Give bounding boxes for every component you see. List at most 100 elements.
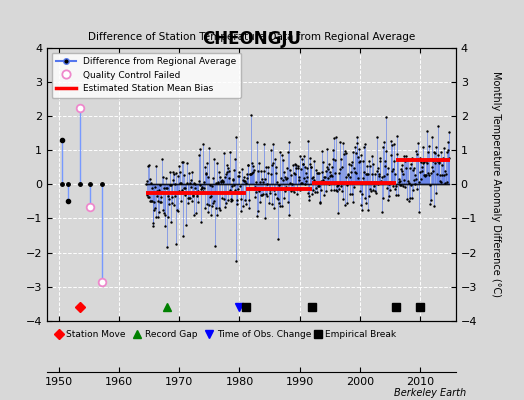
Point xyxy=(312,184,320,191)
Point xyxy=(167,182,176,188)
Point xyxy=(287,180,296,187)
Point xyxy=(327,181,335,188)
Point xyxy=(247,181,255,188)
Point xyxy=(201,164,210,170)
Point xyxy=(210,156,218,162)
Point xyxy=(199,181,207,188)
Point xyxy=(311,180,319,186)
Point xyxy=(253,181,261,188)
Point xyxy=(221,181,229,188)
Point xyxy=(287,172,295,178)
Point xyxy=(429,158,437,164)
Point xyxy=(321,168,330,174)
Point xyxy=(392,181,401,188)
Point xyxy=(288,181,296,188)
Point xyxy=(403,178,412,184)
Point xyxy=(264,200,272,206)
Point xyxy=(329,147,337,154)
Point xyxy=(274,196,282,202)
Point xyxy=(291,181,300,188)
Point xyxy=(239,178,248,184)
Point xyxy=(248,181,256,188)
Text: Empirical Break: Empirical Break xyxy=(325,330,396,339)
Point xyxy=(416,155,424,161)
Point xyxy=(434,181,442,188)
Point xyxy=(325,181,334,188)
Point xyxy=(223,162,232,168)
Point xyxy=(421,181,430,188)
Point xyxy=(236,182,244,189)
Point xyxy=(424,181,433,188)
Point xyxy=(156,182,164,188)
Point xyxy=(270,181,279,188)
Point xyxy=(401,164,410,171)
Point xyxy=(170,181,178,188)
Point xyxy=(258,176,266,182)
Point xyxy=(166,181,174,188)
Point xyxy=(288,187,297,193)
Point xyxy=(404,156,412,162)
Point xyxy=(258,181,267,188)
Point xyxy=(155,181,163,188)
Point xyxy=(172,170,180,176)
Point xyxy=(211,181,219,188)
Point xyxy=(189,192,198,199)
Point xyxy=(167,181,176,188)
Point xyxy=(339,181,347,188)
Point xyxy=(227,198,236,204)
Point xyxy=(292,191,301,197)
Point xyxy=(379,181,387,188)
Point xyxy=(241,181,249,188)
Point xyxy=(243,181,251,188)
Point xyxy=(253,181,261,188)
Point xyxy=(289,170,298,176)
Point xyxy=(202,181,211,188)
Point xyxy=(290,181,299,188)
Point xyxy=(244,181,253,188)
Point xyxy=(261,181,270,188)
Point xyxy=(423,149,432,155)
Point xyxy=(339,181,347,188)
Point xyxy=(369,160,377,167)
Point xyxy=(165,200,173,207)
Point xyxy=(355,188,364,194)
Point xyxy=(298,181,307,188)
Point xyxy=(352,181,360,188)
Point xyxy=(413,181,421,188)
Point xyxy=(275,181,283,188)
Point xyxy=(369,181,378,188)
Point xyxy=(401,181,409,188)
Point xyxy=(214,180,222,186)
Point xyxy=(185,181,194,188)
Point xyxy=(323,175,332,182)
Point xyxy=(334,182,342,188)
Point xyxy=(171,181,180,188)
Point xyxy=(410,177,418,184)
Point xyxy=(233,181,242,188)
Point xyxy=(408,154,416,161)
Point xyxy=(254,188,263,194)
Point xyxy=(356,152,365,158)
Point xyxy=(378,195,387,202)
Point xyxy=(281,188,289,194)
Point xyxy=(145,162,154,168)
Point xyxy=(439,157,447,164)
Point xyxy=(147,181,156,188)
Point xyxy=(265,181,274,188)
Point xyxy=(169,181,178,188)
Point xyxy=(366,181,374,188)
Point xyxy=(374,181,383,188)
Point xyxy=(208,181,216,188)
Point xyxy=(408,181,416,188)
Point xyxy=(206,194,214,200)
Point xyxy=(432,143,441,150)
Point xyxy=(315,181,323,188)
Point xyxy=(300,175,308,182)
Point xyxy=(204,181,213,188)
Point xyxy=(146,198,155,204)
Point xyxy=(403,181,412,188)
Point xyxy=(311,167,320,174)
Point xyxy=(143,178,151,184)
Point xyxy=(276,203,284,210)
Point xyxy=(146,176,154,182)
